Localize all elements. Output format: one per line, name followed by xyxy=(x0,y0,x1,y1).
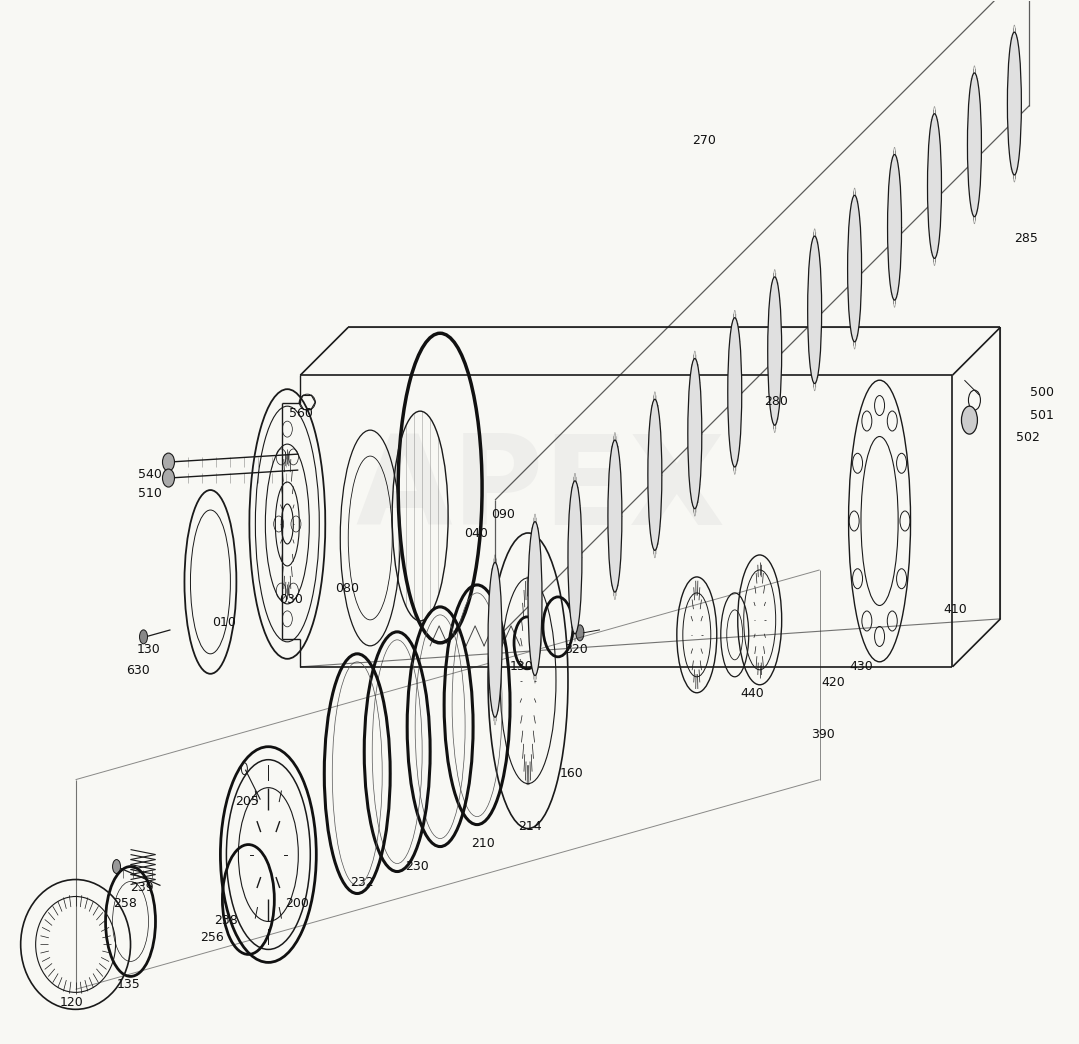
Text: 090: 090 xyxy=(491,508,515,521)
Text: 030: 030 xyxy=(278,593,302,606)
Text: 200: 200 xyxy=(285,898,309,910)
Text: 130: 130 xyxy=(136,643,160,656)
Text: 120: 120 xyxy=(60,996,84,1010)
Text: 540: 540 xyxy=(137,468,162,481)
Ellipse shape xyxy=(112,859,121,874)
Ellipse shape xyxy=(568,481,582,634)
Ellipse shape xyxy=(163,469,175,488)
Text: 256: 256 xyxy=(200,930,223,944)
Text: 258: 258 xyxy=(113,898,137,910)
Text: 232: 232 xyxy=(350,877,373,889)
Text: 238: 238 xyxy=(214,914,237,927)
Text: 501: 501 xyxy=(1029,409,1054,423)
Ellipse shape xyxy=(687,358,701,508)
Ellipse shape xyxy=(1008,32,1022,175)
Ellipse shape xyxy=(488,563,502,717)
Text: 239: 239 xyxy=(129,881,153,894)
Ellipse shape xyxy=(139,630,148,644)
Ellipse shape xyxy=(928,114,942,258)
Ellipse shape xyxy=(848,195,862,341)
Text: 390: 390 xyxy=(811,729,835,741)
Text: 135: 135 xyxy=(118,977,141,991)
Ellipse shape xyxy=(607,441,622,592)
Ellipse shape xyxy=(163,453,175,471)
Text: 560: 560 xyxy=(289,407,313,421)
Text: 270: 270 xyxy=(693,134,716,147)
Text: 440: 440 xyxy=(740,687,764,699)
Ellipse shape xyxy=(767,277,781,425)
Text: 040: 040 xyxy=(464,527,488,540)
Text: 205: 205 xyxy=(235,796,259,808)
Text: 210: 210 xyxy=(472,837,495,850)
Text: 285: 285 xyxy=(1013,232,1038,245)
Text: 230: 230 xyxy=(405,860,428,873)
Ellipse shape xyxy=(528,522,542,675)
Ellipse shape xyxy=(576,625,584,641)
Text: 410: 410 xyxy=(944,603,968,616)
Ellipse shape xyxy=(968,73,982,217)
Ellipse shape xyxy=(647,399,661,550)
Text: 130: 130 xyxy=(509,660,533,672)
Ellipse shape xyxy=(961,406,978,434)
Text: 630: 630 xyxy=(125,664,150,677)
Text: 502: 502 xyxy=(1015,431,1040,445)
Text: 010: 010 xyxy=(211,616,236,628)
Text: 080: 080 xyxy=(334,583,358,595)
Ellipse shape xyxy=(808,236,821,383)
Text: 280: 280 xyxy=(764,395,788,408)
Ellipse shape xyxy=(727,317,741,467)
Text: 430: 430 xyxy=(850,660,874,672)
Text: APEX: APEX xyxy=(355,429,725,550)
Text: 510: 510 xyxy=(137,487,162,499)
Text: 500: 500 xyxy=(1029,386,1054,400)
Ellipse shape xyxy=(888,155,902,300)
Text: 420: 420 xyxy=(822,677,846,689)
Text: 320: 320 xyxy=(564,643,588,656)
Text: 214: 214 xyxy=(518,821,542,833)
Text: 160: 160 xyxy=(560,767,584,780)
